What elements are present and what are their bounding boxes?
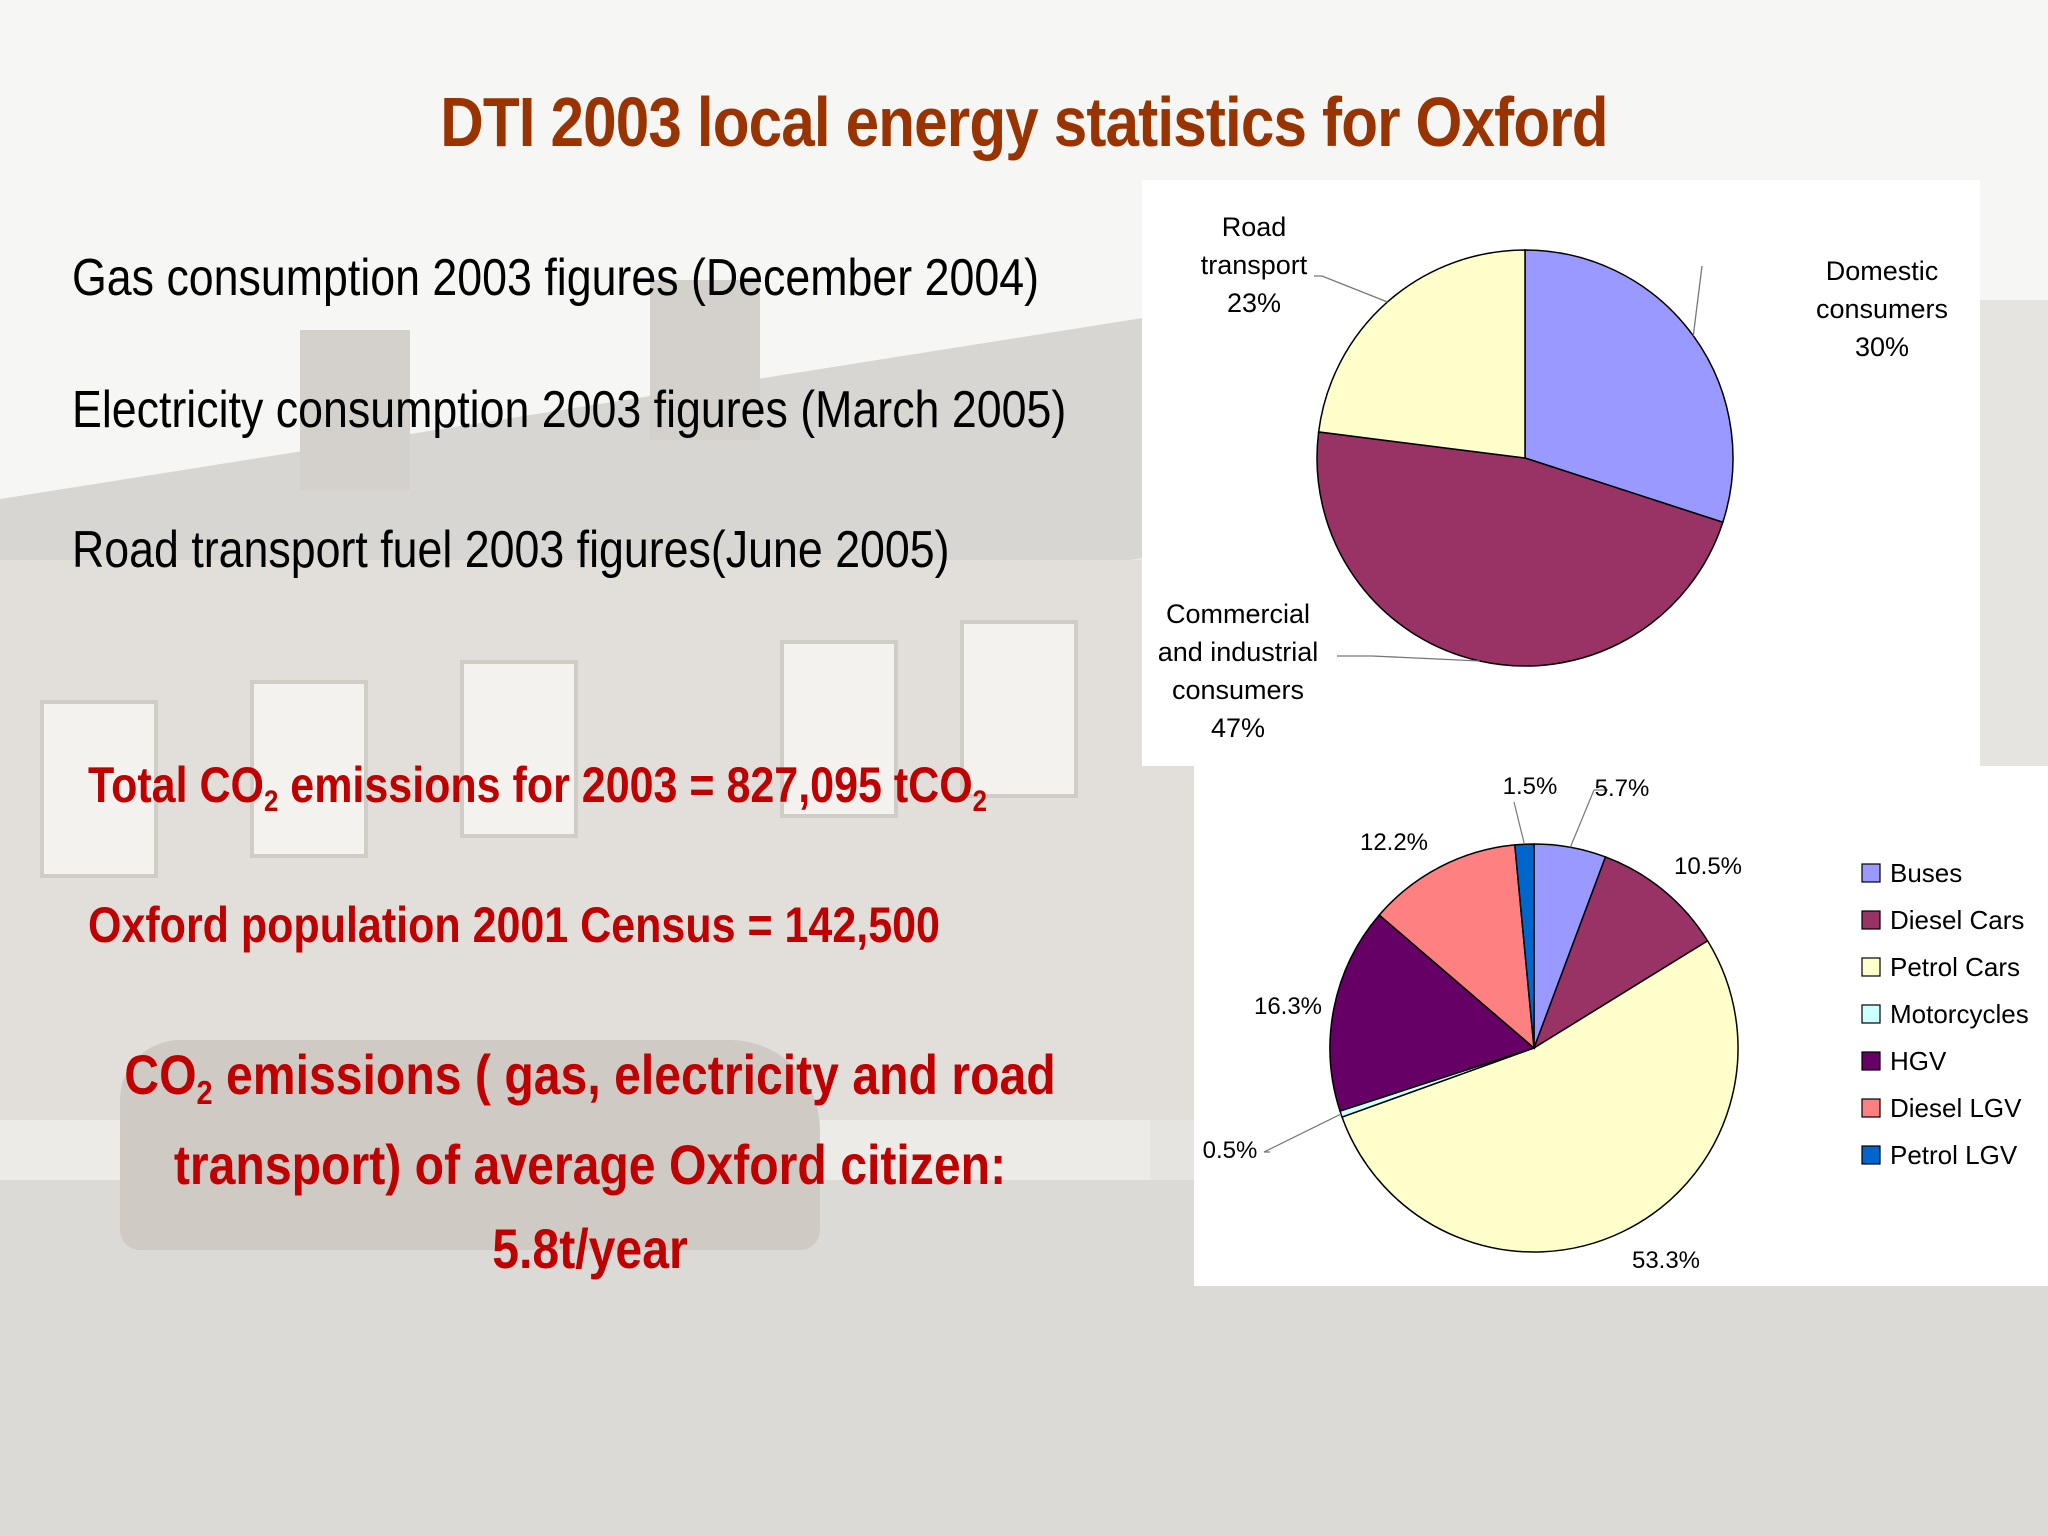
transport-pie-slice-1 bbox=[1532, 855, 1709, 1050]
transport-pie-slice-2 bbox=[1341, 939, 1739, 1253]
legend-label-0: Buses bbox=[1890, 858, 1962, 888]
legend-swatch-1 bbox=[1861, 910, 1881, 930]
legend-label-2: Petrol Cars bbox=[1890, 952, 2020, 982]
sector-leader-line-2 bbox=[1314, 275, 1388, 303]
transport-leader-line-6 bbox=[1513, 801, 1525, 845]
page-title: DTI 2003 local energy statistics for Oxf… bbox=[440, 83, 1608, 161]
source-gas: Gas consumption 2003 figures (December 2… bbox=[72, 249, 1039, 307]
sector-pie-slice-0 bbox=[1524, 249, 1734, 524]
total-co2-emissions: Total CO2 emissions for 2003 = 827,095 t… bbox=[88, 757, 988, 818]
oxford-population: Oxford population 2001 Census = 142,500 bbox=[88, 897, 940, 953]
legend-label-1: Diesel Cars bbox=[1890, 905, 2024, 935]
sector-label-1-1: and industrial bbox=[1158, 637, 1319, 667]
transport-pie-slice-5 bbox=[1378, 844, 1535, 1050]
average-citizen-line2: transport) of average Oxford citizen: bbox=[173, 1133, 1007, 1196]
transport-label-4: 16.3% bbox=[1254, 993, 1322, 1020]
average-citizen-line1: CO2 emissions ( gas, electricity and roa… bbox=[124, 1043, 1056, 1113]
transport-leader-line-0 bbox=[1569, 789, 1608, 848]
sector-label-2-2: 23% bbox=[1227, 288, 1281, 318]
transport-pie-chart: 5.7% 10.5% 53.3% 0.5% 16.3% 12.2% 1.5% Buses Die… bbox=[1203, 773, 2029, 1274]
transport-leader-line-3 bbox=[1263, 1113, 1342, 1153]
legend-label-4: HGV bbox=[1890, 1046, 1947, 1076]
sector-pie-chart: Domestic consumers 30% Commercial and indust… bbox=[1158, 212, 1948, 743]
legend-swatch-4 bbox=[1861, 1051, 1881, 1071]
sector-label-0-0: Domestic bbox=[1826, 256, 1939, 286]
transport-pie-slice-6 bbox=[1513, 843, 1535, 1049]
sector-label-1-2: consumers bbox=[1172, 675, 1304, 705]
transport-label-5: 12.2% bbox=[1360, 829, 1428, 856]
average-citizen-line3: 5.8t/year bbox=[492, 1217, 688, 1280]
source-electricity: Electricity consumption 2003 figures (Ma… bbox=[72, 381, 1067, 439]
sector-label-1-0: Commercial bbox=[1166, 599, 1310, 629]
transport-pie-slice-4 bbox=[1329, 913, 1536, 1112]
sector-label-2-0: Road bbox=[1222, 212, 1287, 242]
sector-pie-slice-2 bbox=[1317, 249, 1526, 459]
transport-pie-panel: 5.7% 10.5% 53.3% 0.5% 16.3% 12.2% 1.5% Buses Die… bbox=[1194, 766, 2048, 1286]
source-road-transport: Road transport fuel 2003 figures(June 20… bbox=[72, 521, 950, 579]
transport-label-6: 1.5% bbox=[1503, 773, 1558, 800]
sector-label-2-1: transport bbox=[1201, 250, 1308, 280]
legend-swatch-3 bbox=[1861, 1004, 1881, 1024]
sector-leader-line-1 bbox=[1337, 655, 1480, 662]
transport-label-3: 0.5% bbox=[1203, 1137, 1258, 1164]
legend-swatch-0 bbox=[1861, 863, 1881, 883]
legend-swatch-2 bbox=[1861, 957, 1881, 977]
legend-swatch-6 bbox=[1861, 1145, 1881, 1165]
sector-leader-line-0 bbox=[1692, 265, 1703, 336]
sector-label-0-1: consumers bbox=[1816, 294, 1948, 324]
legend-swatch-5 bbox=[1861, 1098, 1881, 1118]
transport-label-1: 10.5% bbox=[1674, 853, 1742, 880]
sector-label-0-2: 30% bbox=[1855, 332, 1909, 362]
sector-pie-panel: Domestic consumers 30% Commercial and indust… bbox=[1142, 180, 1980, 766]
legend-label-3: Motorcycles bbox=[1890, 999, 2029, 1029]
legend-label-5: Diesel LGV bbox=[1890, 1093, 2022, 1123]
transport-label-2: 53.3% bbox=[1632, 1247, 1700, 1274]
sector-label-1-3: 47% bbox=[1211, 713, 1265, 743]
legend-label-6: Petrol LGV bbox=[1890, 1140, 2018, 1170]
transport-label-0: 5.7% bbox=[1595, 775, 1650, 802]
